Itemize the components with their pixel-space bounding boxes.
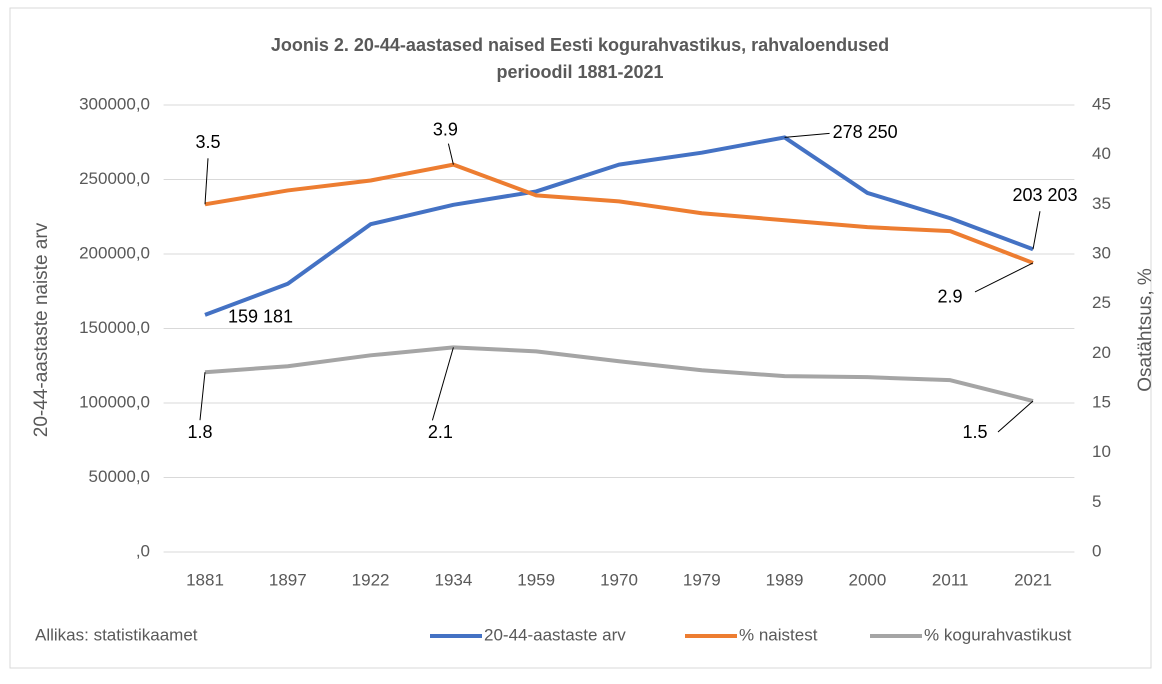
data-label: 3.5 xyxy=(195,132,220,152)
y-tick-label: 50000,0 xyxy=(89,467,150,486)
y2-tick-label: 10 xyxy=(1092,442,1111,461)
leader-line xyxy=(199,372,206,421)
data-label: 278 250 xyxy=(833,122,898,142)
x-tick-label: 2021 xyxy=(1014,570,1052,589)
x-tick-label: 1959 xyxy=(517,570,555,589)
series-line xyxy=(204,345,1034,403)
x-tick-label: 1897 xyxy=(269,570,307,589)
y-tick-label: 100000,0 xyxy=(79,392,150,411)
leader-line xyxy=(447,143,454,165)
data-label: 159 181 xyxy=(228,307,293,327)
y2-tick-label: 30 xyxy=(1092,243,1111,262)
y2-tick-label: 5 xyxy=(1092,492,1101,511)
y-tick-label: 150000,0 xyxy=(79,318,150,337)
y-tick-label: 200000,0 xyxy=(79,243,150,262)
series-line xyxy=(204,135,1034,317)
leader-line xyxy=(997,400,1034,433)
data-label: 2.1 xyxy=(428,422,453,442)
leader-line xyxy=(784,132,830,138)
y2-tick-label: 15 xyxy=(1092,392,1111,411)
y2-axis-label: Osatähtsus, % xyxy=(1135,268,1156,392)
y-tick-label: ,0 xyxy=(136,541,150,560)
leader-line xyxy=(974,262,1034,293)
source: Allikas: statistikaamet xyxy=(35,625,198,644)
y2-tick-label: 40 xyxy=(1092,144,1111,163)
leader-line xyxy=(431,347,454,421)
data-label: 2.9 xyxy=(937,287,962,307)
y2-tick-label: 0 xyxy=(1092,541,1101,560)
data-label: 203 203 xyxy=(1012,185,1077,205)
y2-tick-label: 35 xyxy=(1092,194,1111,213)
x-tick-label: 1979 xyxy=(683,570,721,589)
y-tick-label: 300000,0 xyxy=(79,94,150,113)
legend-label: % naistest xyxy=(739,625,818,644)
x-tick-label: 1934 xyxy=(434,570,472,589)
x-tick-label: 1989 xyxy=(766,570,804,589)
data-label: 3.9 xyxy=(433,119,458,139)
data-label: 1.8 xyxy=(187,422,212,442)
y-tick-label: 250000,0 xyxy=(79,169,150,188)
y2-tick-label: 20 xyxy=(1092,343,1111,362)
series-line xyxy=(204,162,1034,265)
chart-title: Joonis 2. 20-44-aastased naised Eesti ko… xyxy=(271,35,889,55)
x-tick-label: 1922 xyxy=(352,570,390,589)
x-tick-label: 2011 xyxy=(932,570,969,589)
x-tick-label: 2000 xyxy=(848,570,886,589)
y2-tick-label: 45 xyxy=(1092,94,1111,113)
data-label: 1.5 xyxy=(962,422,987,442)
y2-tick-label: 25 xyxy=(1092,293,1111,312)
leader-line xyxy=(1032,211,1041,250)
y-axis-label: 20-44-aastaste naiste arv xyxy=(31,222,52,437)
chart-border xyxy=(9,7,1152,669)
chart-title: perioodil 1881-2021 xyxy=(496,62,663,82)
legend-label: % kogurahvastikust xyxy=(924,625,1072,644)
legend-label: 20-44-aastaste arv xyxy=(484,625,626,644)
x-tick-label: 1970 xyxy=(600,570,638,589)
leader-line xyxy=(204,158,209,205)
x-tick-label: 1881 xyxy=(186,570,224,589)
